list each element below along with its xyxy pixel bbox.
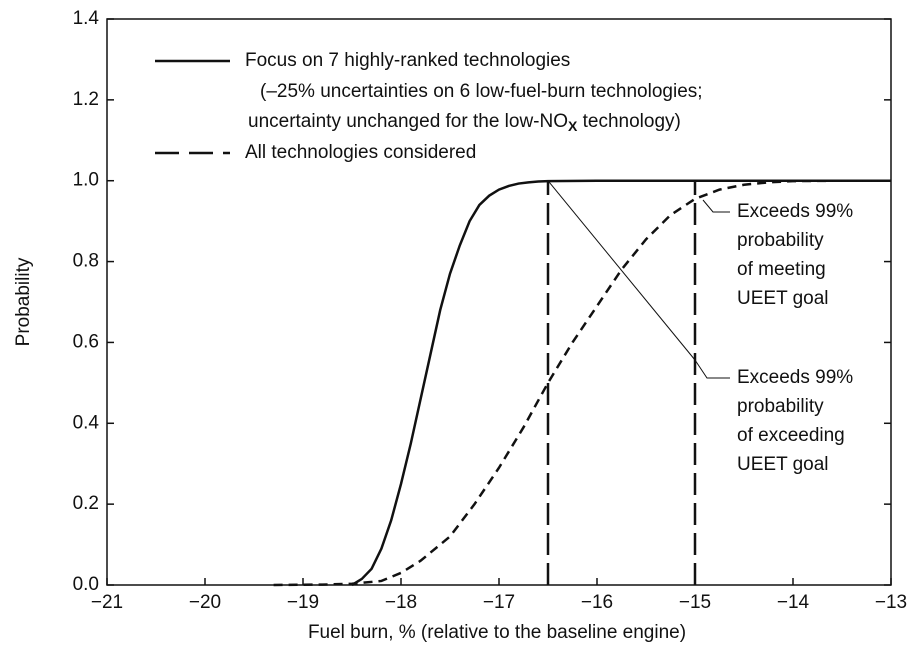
annotation: probability xyxy=(737,396,824,417)
annotation: UEET goal xyxy=(737,288,829,309)
y-tick-label: 1.0 xyxy=(73,170,99,191)
x-axis-label: Fuel burn, % (relative to the baseline e… xyxy=(308,622,686,643)
x-tick-label: −21 xyxy=(91,592,123,613)
legend-label: Focus on 7 highly-ranked technologies xyxy=(245,50,570,71)
legend-note: (–25% uncertainties on 6 low-fuel-burn t… xyxy=(260,81,703,102)
x-tick-label: −19 xyxy=(287,592,319,613)
annotation: of meeting xyxy=(737,259,826,280)
annotation: Exceeds 99% xyxy=(737,367,853,388)
annotation: of exceeding xyxy=(737,425,845,446)
leader xyxy=(694,359,730,379)
y-tick-label: 0.2 xyxy=(73,493,99,514)
annotation: Exceeds 99% xyxy=(737,201,853,222)
y-tick-label: 1.2 xyxy=(73,89,99,110)
x-tick-label: −15 xyxy=(679,592,711,613)
x-tick-label: −18 xyxy=(385,592,417,613)
y-tick-label: 0.0 xyxy=(73,574,99,595)
y-tick-label: 1.4 xyxy=(73,8,100,29)
x-tick-label: −14 xyxy=(777,592,810,613)
leader xyxy=(702,199,730,213)
leader xyxy=(547,180,696,361)
y-tick-label: 0.4 xyxy=(73,412,100,433)
series-line xyxy=(273,179,891,587)
annotation: UEET goal xyxy=(737,454,829,475)
x-tick-label: −13 xyxy=(875,592,907,613)
legend-note-part: X xyxy=(568,118,578,134)
x-tick-label: −17 xyxy=(483,592,515,613)
legend-note: uncertainty unchanged for the low-NOX te… xyxy=(248,111,681,134)
y-tick-label: 0.6 xyxy=(73,331,99,352)
x-tick-label: −16 xyxy=(581,592,613,613)
y-tick-label: 0.8 xyxy=(73,251,99,272)
legend-label: All technologies considered xyxy=(245,142,476,163)
annotation: probability xyxy=(737,230,824,251)
y-axis-label: Probability xyxy=(13,257,34,346)
legend-note-part: uncertainty unchanged for the low-NO xyxy=(248,111,568,132)
legend-note-part: technology) xyxy=(577,111,681,132)
x-tick-label: −20 xyxy=(189,592,221,613)
